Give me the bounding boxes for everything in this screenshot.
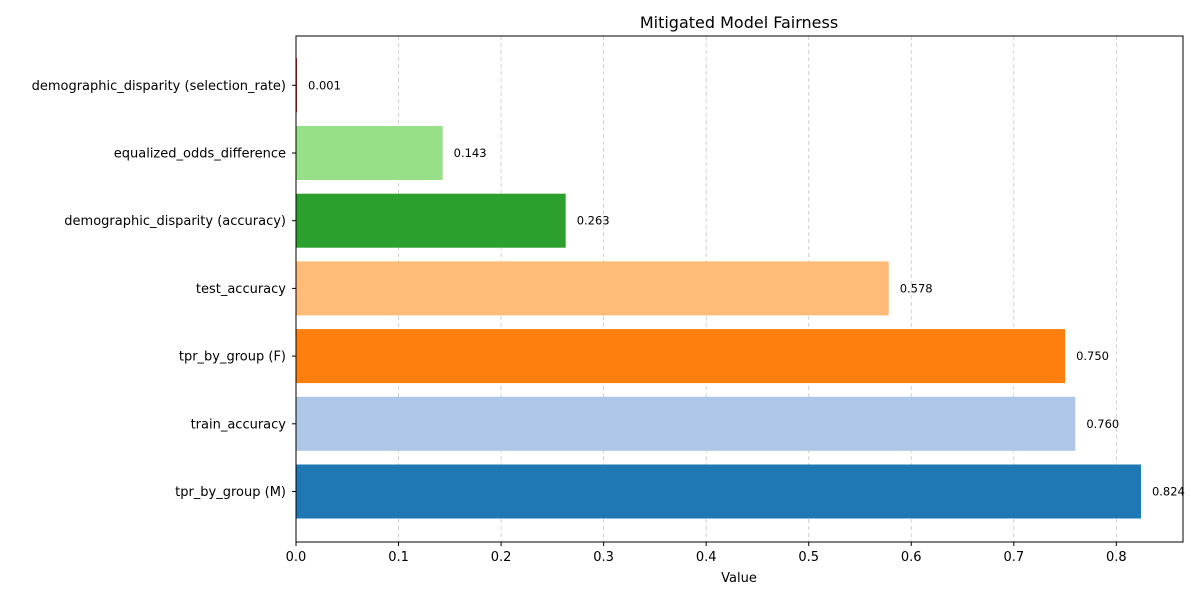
plot-frame — [295, 35, 1184, 543]
bar — [296, 58, 298, 113]
y-tick-label: train_accuracy — [191, 417, 287, 432]
data-label: 0.578 — [900, 281, 933, 295]
value-label-layer: 0.824 0.760 0.750 0.578 0.263 0.143 0.001 — [308, 78, 1185, 498]
x-tick-label: 0.2 — [491, 550, 512, 565]
x-tick-label: 0.4 — [696, 550, 717, 565]
x-axis-label: Value — [721, 571, 757, 586]
x-tick-label: 0.8 — [1106, 550, 1127, 565]
bar — [296, 396, 1076, 451]
y-tick-label: demographic_disparity (selection_rate) — [32, 79, 286, 94]
x-tick-label: 0.5 — [798, 550, 819, 565]
y-tick-label: equalized_odds_difference — [114, 147, 286, 162]
x-axis-ticks: 0.0 0.1 0.2 0.3 0.4 0.5 0.6 0.7 0.8 — [286, 542, 1127, 565]
bar — [296, 193, 566, 248]
x-tick-label: 0.0 — [286, 550, 307, 565]
data-label: 0.750 — [1076, 349, 1109, 363]
y-tick-label: tpr_by_group (M) — [175, 485, 286, 500]
bar — [296, 464, 1141, 519]
y-tick-label: demographic_disparity (accuracy) — [64, 214, 286, 229]
x-tick-label: 0.3 — [593, 550, 614, 565]
x-tick-label: 0.7 — [1003, 550, 1024, 565]
bar — [296, 126, 443, 180]
y-tick-label: test_accuracy — [196, 282, 286, 297]
data-label: 0.760 — [1086, 417, 1119, 431]
data-label: 0.001 — [308, 78, 341, 92]
data-label: 0.824 — [1152, 485, 1185, 499]
chart-title: Mitigated Model Fairness — [640, 13, 838, 32]
data-label: 0.143 — [454, 146, 487, 160]
y-tick-label: tpr_by_group (F) — [179, 350, 286, 365]
data-label: 0.263 — [577, 214, 610, 228]
bar — [296, 261, 889, 316]
bar — [296, 329, 1066, 384]
x-tick-label: 0.6 — [901, 550, 922, 565]
y-axis-ticks: tpr_by_group (M) train_accuracy tpr_by_gro… — [32, 79, 296, 500]
x-tick-label: 0.1 — [388, 550, 409, 565]
bar-layer — [296, 58, 1141, 519]
